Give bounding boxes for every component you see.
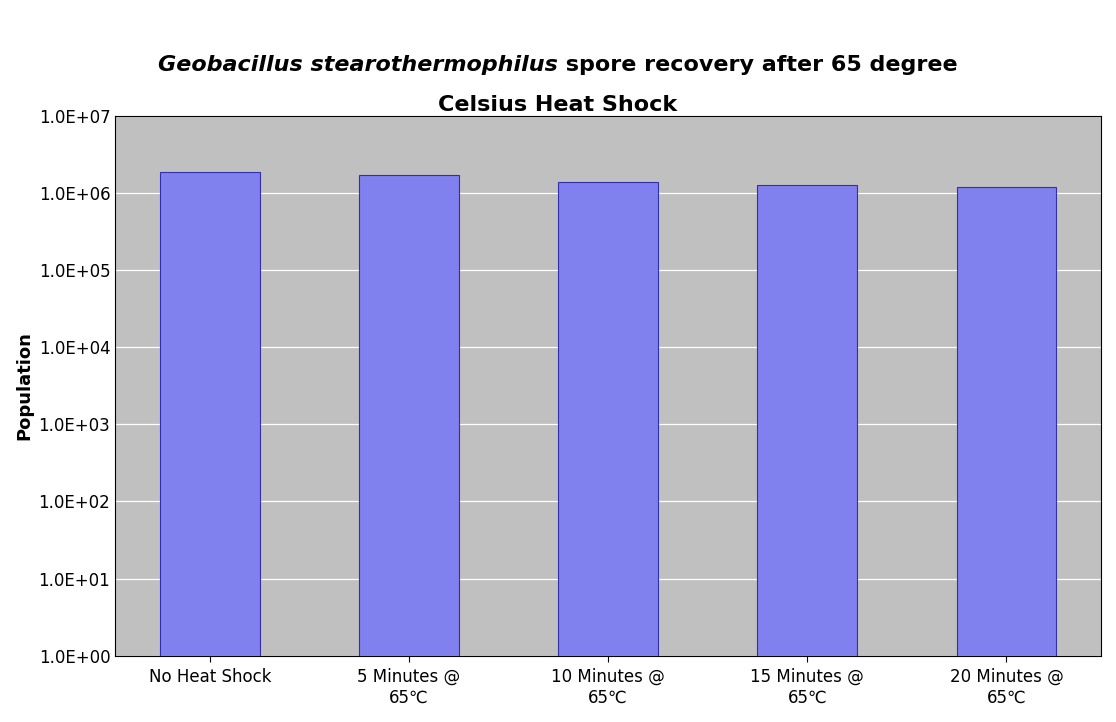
Text: spore recovery after 65 degree: spore recovery after 65 degree	[558, 55, 958, 75]
Bar	[558, 182, 657, 722]
Bar	[160, 173, 260, 722]
Bar	[359, 175, 459, 722]
Bar	[956, 188, 1056, 722]
Text: Celsius Heat Shock: Celsius Heat Shock	[439, 95, 677, 115]
Bar	[758, 185, 857, 722]
Text: Geobacillus stearothermophilus: Geobacillus stearothermophilus	[158, 55, 558, 75]
Y-axis label: Population: Population	[15, 331, 33, 440]
